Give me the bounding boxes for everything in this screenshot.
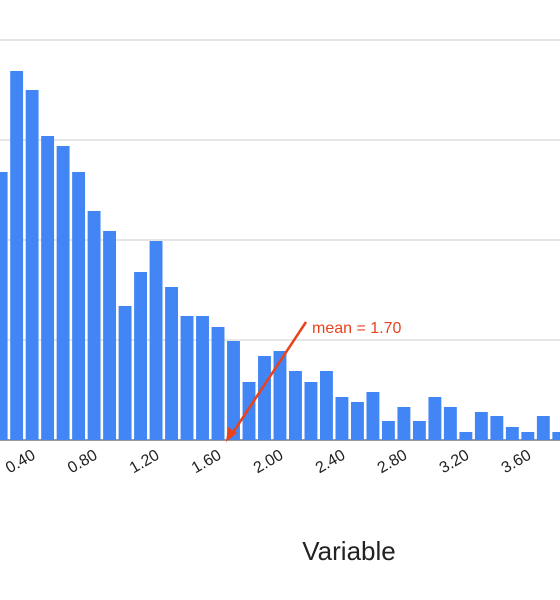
bar <box>552 432 560 440</box>
bar <box>242 382 256 440</box>
bar <box>304 382 318 440</box>
x-tick-label: 3.20 <box>437 447 473 477</box>
bar <box>196 316 209 440</box>
bar <box>459 432 473 440</box>
bar <box>211 327 225 440</box>
bar <box>397 407 411 440</box>
x-ticks: 0.400.801.201.602.002.402.803.203.604.00 <box>3 447 535 477</box>
bar <box>25 90 39 440</box>
bar <box>273 351 287 440</box>
annotation-arrowhead <box>226 427 237 442</box>
x-tick-label: 2.80 <box>375 447 411 477</box>
x-tick-label: 1.60 <box>189 447 225 477</box>
bar <box>41 136 55 440</box>
x-tick-label: 2.40 <box>313 447 349 477</box>
bar <box>381 421 395 440</box>
bar <box>165 287 178 440</box>
bar <box>227 341 240 440</box>
bar <box>521 432 535 440</box>
bar <box>443 407 457 440</box>
bar <box>366 392 380 440</box>
annotation: mean = 1.70 <box>226 320 402 442</box>
bar <box>350 402 364 440</box>
bar <box>118 306 132 440</box>
bar <box>56 146 70 440</box>
bar <box>72 172 86 440</box>
bar <box>0 172 8 440</box>
bar <box>335 397 349 440</box>
bar <box>412 421 426 440</box>
annotation-text: mean = 1.70 <box>312 320 402 337</box>
x-tick-label: 0.40 <box>3 447 39 477</box>
x-tick-label: 0.80 <box>65 447 101 477</box>
bar <box>428 397 442 440</box>
bar <box>536 416 550 440</box>
bar <box>490 416 504 440</box>
bar <box>10 71 24 440</box>
x-tick-label: 3.60 <box>499 447 535 477</box>
bar <box>134 272 148 440</box>
x-tick-label: 2.00 <box>251 447 287 477</box>
bar <box>149 241 163 440</box>
bar <box>320 371 333 440</box>
bars <box>0 71 560 440</box>
annotation-arrow <box>228 321 308 438</box>
bar <box>103 231 117 440</box>
bar <box>87 211 101 440</box>
x-tick-label: 1.20 <box>127 447 163 477</box>
x-axis-title: Variable <box>302 536 395 566</box>
bar <box>474 412 488 440</box>
bar <box>258 356 271 440</box>
bar <box>289 371 302 440</box>
bar <box>180 316 194 440</box>
bar <box>505 427 519 440</box>
